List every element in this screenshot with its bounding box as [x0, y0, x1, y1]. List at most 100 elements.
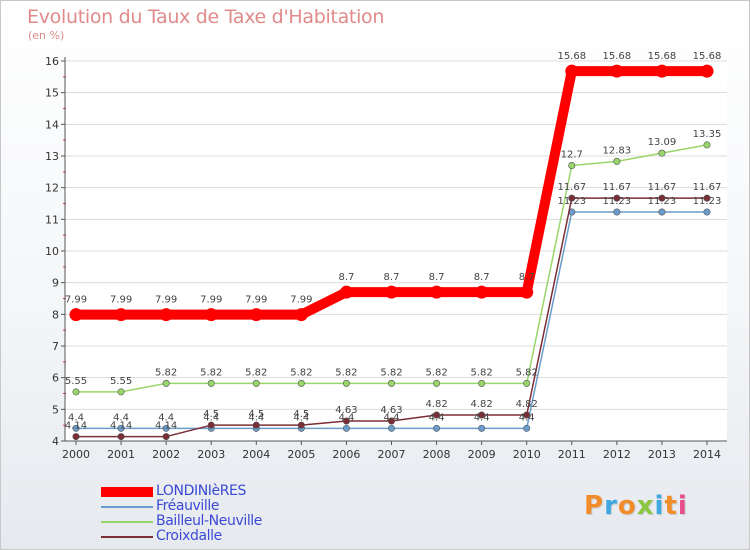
data-point	[478, 411, 486, 419]
data-point	[72, 433, 80, 441]
data-label: 4.4	[248, 412, 264, 423]
data-point	[339, 285, 353, 299]
data-label: 7.99	[200, 295, 222, 306]
y-tick-label: 6	[52, 372, 59, 385]
data-point	[385, 285, 398, 299]
y-tick-label: 9	[52, 277, 59, 290]
data-point	[613, 157, 621, 165]
data-label: 5.82	[335, 367, 357, 378]
data-point	[613, 208, 621, 216]
data-label: 4.14	[155, 421, 177, 432]
data-point	[252, 379, 260, 387]
data-point	[703, 194, 711, 202]
legend-item: Fréauville	[101, 499, 262, 514]
y-unit-label: (en %)	[28, 29, 65, 42]
y-tick-label: 15	[45, 87, 59, 100]
data-point	[523, 379, 531, 387]
data-label: 4.4	[158, 412, 174, 423]
data-label: 4.4	[474, 412, 490, 423]
data-label: 15.68	[557, 51, 586, 62]
data-point	[700, 64, 714, 78]
data-label: 13.35	[693, 129, 722, 140]
data-label: 8.7	[429, 272, 445, 283]
data-point	[520, 285, 534, 299]
data-point	[252, 421, 260, 429]
data-point	[114, 308, 128, 322]
legend-label: Bailleul-Neuville	[156, 513, 263, 529]
data-label: 13.09	[648, 137, 677, 148]
data-label: 12.83	[603, 145, 632, 156]
data-label: 5.82	[155, 367, 177, 378]
data-label: 4.14	[65, 421, 87, 432]
data-label: 12.7	[561, 150, 583, 161]
logo-letter: i	[654, 491, 665, 521]
data-label: 11.67	[557, 182, 586, 193]
x-tick-label: 2003	[197, 448, 225, 461]
data-point	[658, 149, 666, 157]
y-tick-label: 13	[45, 150, 59, 163]
x-tick-label: 2014	[693, 448, 721, 461]
data-label: 4.5	[293, 409, 309, 420]
data-point	[162, 433, 170, 441]
data-point	[72, 388, 80, 396]
legend-item: Bailleul-Neuville	[101, 514, 262, 529]
data-label: 8.7	[519, 272, 535, 283]
y-tick-label: 8	[52, 308, 59, 321]
logo-letter: o	[617, 491, 637, 521]
legend-swatch	[101, 505, 153, 508]
data-point	[703, 208, 711, 216]
data-point	[117, 433, 125, 441]
data-point	[613, 194, 621, 202]
y-tick-label: 7	[52, 340, 59, 353]
data-label: 11.23	[557, 196, 586, 207]
legend-item: LONDINIèRES	[101, 484, 262, 499]
data-point	[207, 421, 215, 429]
data-point	[117, 388, 125, 396]
data-point	[297, 421, 305, 429]
data-point	[162, 424, 170, 432]
data-label: 11.23	[648, 196, 677, 207]
data-label: 4.4	[338, 412, 354, 423]
data-point	[523, 424, 531, 432]
data-point	[69, 308, 83, 322]
data-label: 4.4	[429, 412, 445, 423]
y-tick-label: 16	[45, 55, 59, 68]
y-tick-label: 11	[45, 213, 59, 226]
x-tick-label: 2005	[287, 448, 315, 461]
data-label: 5.82	[245, 367, 267, 378]
y-tick-label: 10	[45, 245, 59, 258]
logo-letter: P	[584, 491, 605, 521]
data-label: 11.23	[603, 196, 632, 207]
data-point	[568, 194, 576, 202]
data-label: 7.99	[290, 295, 312, 306]
data-point	[207, 379, 215, 387]
data-point	[658, 194, 666, 202]
x-tick-label: 2001	[107, 448, 135, 461]
data-label: 5.55	[65, 376, 87, 387]
data-label: 7.99	[155, 295, 177, 306]
data-point	[703, 141, 711, 149]
data-label: 8.7	[338, 272, 354, 283]
data-point	[565, 64, 579, 78]
legend-item: Croixdalle	[101, 529, 262, 544]
x-tick-label: 2007	[378, 448, 406, 461]
data-label: 5.82	[471, 367, 493, 378]
legend-label: Croixdalle	[156, 528, 222, 544]
data-label: 7.99	[245, 295, 267, 306]
legend-label: LONDINIèRES	[156, 483, 246, 499]
data-label: 7.99	[65, 295, 87, 306]
y-tick-label: 4	[52, 435, 59, 448]
legend: LONDINIèRES Fréauville Bailleul-Neuville Cr…	[101, 484, 262, 544]
data-label: 5.82	[425, 367, 447, 378]
logo-letter: x	[636, 491, 655, 521]
logo-letter: r	[604, 491, 618, 521]
data-point	[610, 64, 624, 78]
data-label: 4.4	[519, 412, 535, 423]
data-label: 4.5	[203, 409, 219, 420]
data-label: 15.68	[603, 51, 632, 62]
data-point	[117, 424, 125, 432]
y-tick-label: 12	[45, 182, 59, 195]
data-label: 8.7	[384, 272, 400, 283]
data-label: 15.68	[693, 51, 722, 62]
